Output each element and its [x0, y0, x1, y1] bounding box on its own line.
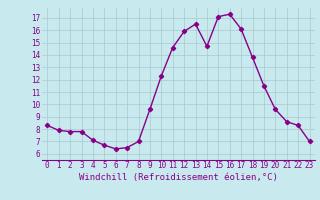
X-axis label: Windchill (Refroidissement éolien,°C): Windchill (Refroidissement éolien,°C): [79, 173, 278, 182]
